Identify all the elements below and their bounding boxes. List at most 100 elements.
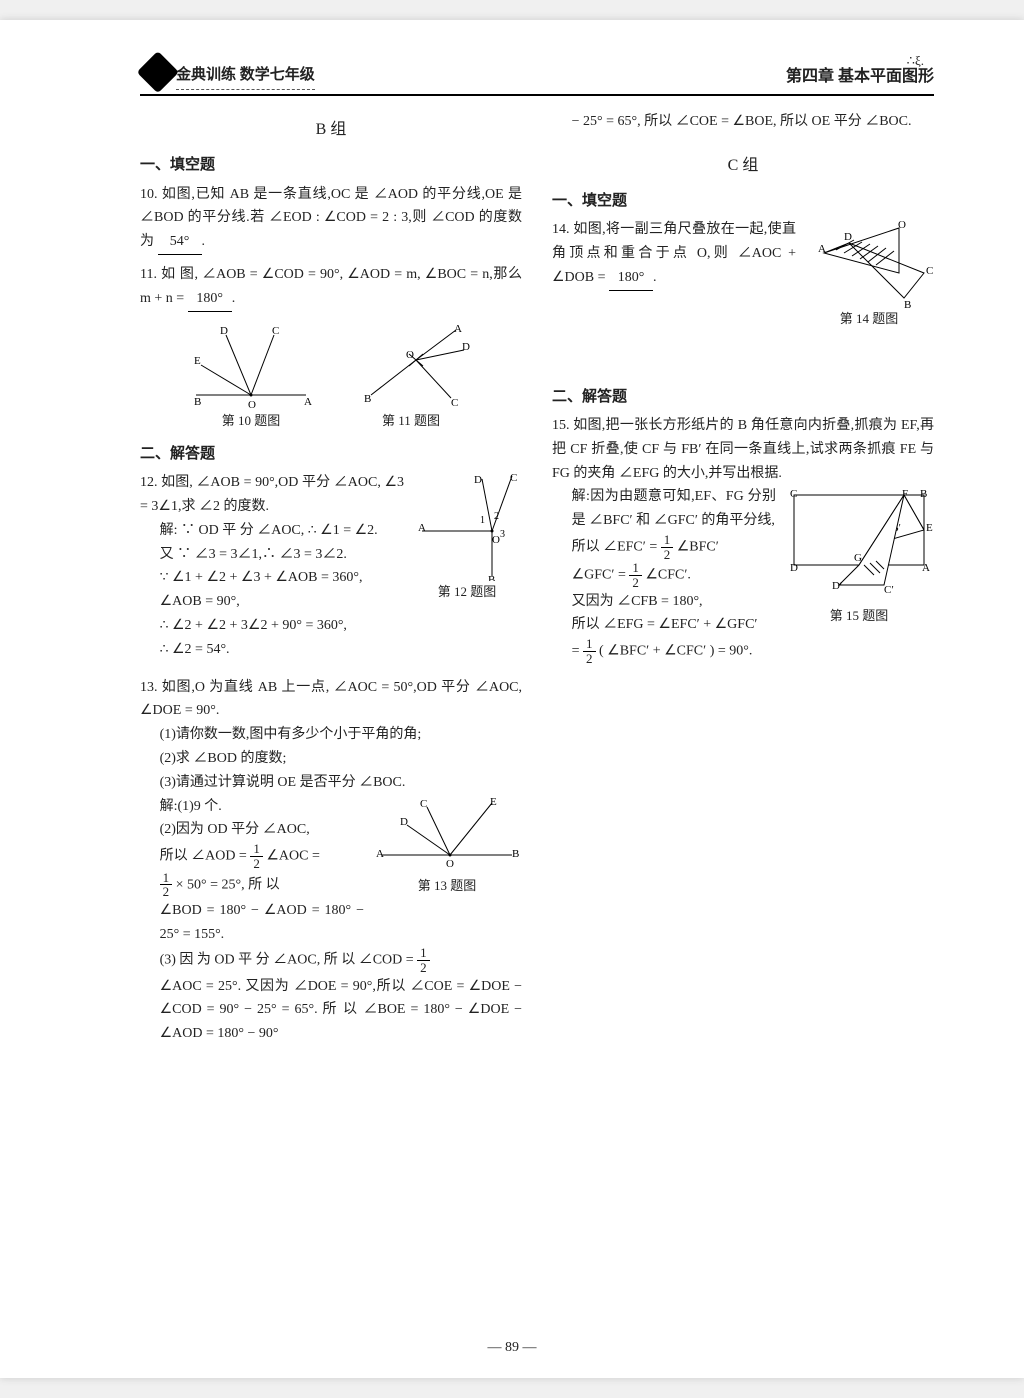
q15-s3b: ∠CFC′. — [645, 568, 691, 583]
q14-answer: 180° — [609, 266, 653, 291]
question-13: 13. 如图,O 为直线 AB 上一点, ∠AOC = 50°,OD 平分 ∠A… — [140, 676, 522, 1046]
brand-block: 金典训练 数学七年级 — [140, 60, 315, 90]
brand-text: 金典训练 数学七年级 — [176, 63, 315, 91]
svg-text:E: E — [490, 796, 497, 808]
svg-text:E: E — [194, 355, 201, 367]
header: 金典训练 数学七年级 第四章 基本平面图形 — [140, 60, 934, 96]
group-b-title: B 组 — [140, 116, 522, 143]
svg-text:B: B — [488, 574, 495, 581]
half-frac-3: 12 — [417, 946, 430, 974]
svg-text:B: B — [194, 396, 201, 408]
svg-text:O: O — [898, 219, 906, 231]
figure-12: A O B C D 1 2 3 第 12 题图 — [412, 471, 522, 603]
q10-period: . — [202, 234, 206, 249]
question-10: 10. 如图,已知 AB 是一条直线,OC 是 ∠AOD 的平分线,OE 是 ∠… — [140, 183, 522, 255]
section-c-fill: 一、填空题 — [552, 189, 934, 215]
figure-13-svg: A B O C D E — [372, 795, 522, 875]
q15-s6a: = — [572, 644, 580, 659]
svg-text:C′: C′ — [884, 584, 894, 596]
figure-15-label: 第 15 题图 — [784, 605, 934, 627]
svg-text:D: D — [220, 325, 228, 337]
svg-text:B: B — [904, 299, 911, 308]
svg-text:D: D — [844, 231, 852, 243]
group-c-title: C 组 — [552, 152, 934, 179]
q13-s2c: ∠AOC = — [266, 849, 320, 864]
figure-10-svg: B A O D C E — [186, 320, 316, 410]
svg-text:B: B — [920, 488, 927, 500]
svg-text:E: E — [926, 522, 933, 534]
q13-p2: (2)求 ∠BOD 的度数; — [140, 747, 522, 771]
q15-s6-line: = 12 ( ∠BFC′ + ∠CFC′ ) = 90°. — [552, 637, 934, 665]
question-15: 15. 如图,把一张长方形纸片的 B 角任意向内折叠,抓痕为 EF,再把 CF … — [552, 414, 934, 665]
content-columns: B 组 一、填空题 10. 如图,已知 AB 是一条直线,OC 是 ∠AOD 的… — [140, 110, 934, 1054]
svg-text:D′: D′ — [832, 580, 842, 592]
section-solve-title: 二、解答题 — [140, 442, 522, 468]
figure-15: C F B D A E B′ G D′ C′ — [784, 485, 934, 627]
left-column: B 组 一、填空题 10. 如图,已知 AB 是一条直线,OC 是 ∠AOD 的… — [140, 110, 522, 1054]
q13-num: 13. — [140, 680, 158, 695]
section-fill-title: 一、填空题 — [140, 153, 522, 179]
svg-text:A: A — [454, 323, 462, 335]
half-frac-2: 12 — [160, 871, 173, 899]
q12-num: 12. — [140, 475, 158, 490]
svg-text:1: 1 — [480, 515, 485, 526]
q15-s6b: ( ∠BFC′ + ∠CFC′ ) = 90°. — [599, 644, 752, 659]
figure-row-10-11: B A O D C E 第 10 题图 A — [140, 320, 522, 432]
svg-text:A: A — [922, 562, 930, 574]
q13-s3b: ∠AOC = 25°. 又因为 ∠DOE = 90°,所以 ∠COE = ∠DO… — [140, 975, 522, 1046]
q13-s2b: 所以 ∠AOD = — [160, 849, 247, 864]
q13-s3a-line: (3) 因 为 OD 平 分 ∠AOC, 所 以 ∠COD = 12 — [140, 946, 522, 974]
svg-text:B: B — [364, 393, 371, 405]
q13-s2e: ∠BOD = 180° − ∠AOD = 180° − 25° = 155°. — [140, 899, 522, 947]
half-frac-5: 12 — [629, 561, 642, 589]
figure-10-label: 第 10 题图 — [222, 410, 281, 432]
svg-text:D: D — [462, 341, 470, 353]
figure-11: A D O B C 第 11 题图 — [346, 320, 476, 432]
figure-14-label: 第 14 题图 — [804, 308, 934, 330]
q15-s2b: ∠BFC′ — [677, 539, 719, 554]
q11-answer: 180° — [188, 287, 232, 312]
svg-text:D: D — [790, 562, 798, 574]
question-12: A O B C D 1 2 3 第 12 题图 12 — [140, 471, 522, 661]
figure-11-svg: A D O B C — [346, 320, 476, 410]
q12-text: 如图, ∠AOB = 90°,OD 平分 ∠AOC, ∠3 = 3∠1,求 ∠2… — [140, 475, 404, 514]
svg-text:C: C — [510, 472, 517, 484]
question-14: A O C B D 第 14 题图 14. — [552, 218, 934, 334]
q15-s2a: 所以 ∠EFC′ = — [572, 539, 658, 554]
q13-cont: − 25° = 65°, 所以 ∠COE = ∠BOE, 所以 OE 平分 ∠B… — [552, 110, 934, 134]
svg-text:A: A — [418, 522, 426, 534]
svg-text:O: O — [248, 399, 256, 410]
q10-answer: 54° — [158, 230, 202, 255]
svg-text:O: O — [492, 534, 500, 546]
figure-15-svg: C F B D A E B′ G D′ C′ — [784, 485, 934, 605]
q12-sol5: ∴ ∠2 + ∠2 + 3∠2 + 90° = 360°, — [140, 614, 522, 638]
q14-text: 如图,将一副三角尺叠放在一起,使直角顶点和重合于点 O,则 ∠AOC + ∠DO… — [552, 222, 796, 285]
figure-13-label: 第 13 题图 — [372, 875, 522, 897]
figure-11-label: 第 11 题图 — [382, 410, 440, 432]
q11-period: . — [232, 291, 236, 306]
svg-text:O: O — [446, 858, 454, 870]
q15-text: 如图,把一张长方形纸片的 B 角任意向内折叠,抓痕为 EF,再把 CF 折叠,使… — [552, 418, 934, 481]
svg-text:D: D — [400, 816, 408, 828]
svg-text:A: A — [376, 848, 384, 860]
q12-sol6: ∴ ∠2 = 54°. — [140, 638, 522, 662]
figure-12-label: 第 12 题图 — [412, 581, 522, 603]
figure-14-svg: A O C B D — [804, 218, 934, 308]
svg-text:C: C — [451, 397, 458, 409]
svg-text:A: A — [818, 243, 826, 255]
q13-p3: (3)请通过计算说明 OE 是否平分 ∠BOC. — [140, 771, 522, 795]
marginal-mark: ∴ξ. — [907, 50, 924, 72]
svg-text:A: A — [304, 396, 312, 408]
svg-text:D: D — [474, 474, 482, 486]
q13-p1: (1)请你数一数,图中有多少个小于平角的角; — [140, 723, 522, 747]
half-frac-4: 12 — [661, 533, 674, 561]
half-frac-6: 12 — [583, 637, 596, 665]
svg-text:2: 2 — [494, 511, 499, 522]
figure-12-svg: A O B C D 1 2 3 — [412, 471, 522, 581]
q15-s3a: ∠GFC′ = — [572, 568, 626, 583]
q13-text: 如图,O 为直线 AB 上一点, ∠AOC = 50°,OD 平分 ∠AOC, … — [140, 680, 522, 719]
q13-s2d: × 50° = 25°, 所 以 — [176, 877, 280, 892]
q14-num: 14. — [552, 222, 570, 237]
page: ∴ξ. 金典训练 数学七年级 第四章 基本平面图形 B 组 一、填空题 10. … — [0, 20, 1024, 1378]
section-c-solve: 二、解答题 — [552, 385, 934, 411]
